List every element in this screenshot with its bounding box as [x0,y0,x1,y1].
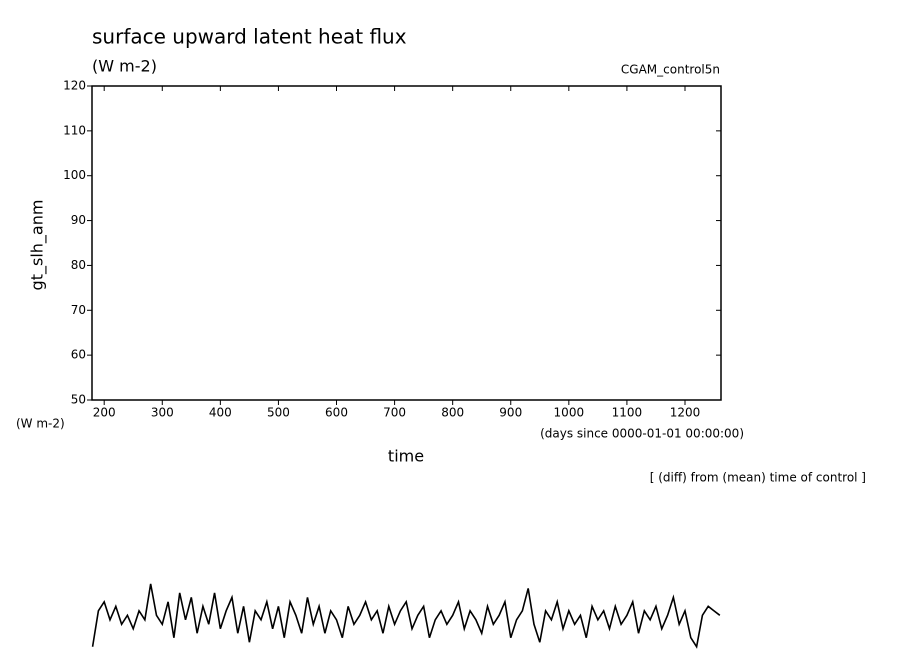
chart-title: surface upward latent heat flux [92,25,407,49]
y-tick-label: 80 [71,258,86,272]
x-tick-label: 300 [151,406,174,420]
y-tick-label: 60 [71,348,86,362]
y-tick-label: 50 [71,393,86,407]
x-tick-label: 700 [383,406,406,420]
y-tick-label: 120 [63,79,86,93]
x-tick-label: 900 [499,406,522,420]
x-tick-label: 1000 [554,406,585,420]
y-tick-label: 70 [71,303,86,317]
x-tick-label: 800 [441,406,464,420]
x-tick-label: 500 [267,406,290,420]
x-tick-label: 400 [209,406,232,420]
y-axis-label: gt_slh_anm [28,200,48,291]
run-label: CGAM_control5n [621,63,720,77]
y-tick-label: 100 [63,168,86,182]
x-tick-label: 200 [93,406,116,420]
x-units: (days since 0000-01-01 00:00:00) [540,427,744,441]
y-tick-label: 90 [71,213,86,227]
data-line [91,583,721,649]
y-units: (W m-2) [16,417,65,431]
chart-subtitle: (W m-2) [92,57,157,76]
plot-frame [91,85,722,401]
note: [ (diff) from (mean) time of control ] [650,471,866,485]
y-tick-label: 110 [63,123,86,137]
x-axis-label: time [388,447,424,466]
x-tick-label: 1100 [612,406,643,420]
x-tick-label: 1200 [670,406,701,420]
x-tick-label: 600 [325,406,348,420]
